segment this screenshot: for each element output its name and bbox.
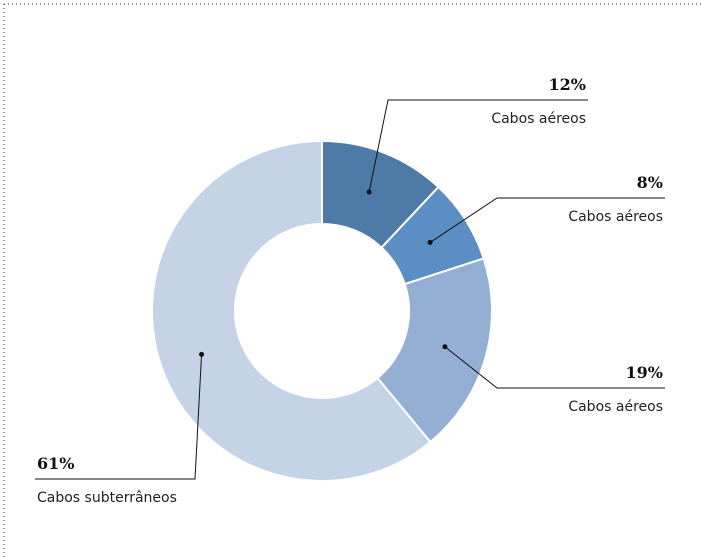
leader-line xyxy=(444,346,665,389)
category-label: Cabos aéreos xyxy=(568,399,663,415)
leader-line xyxy=(35,354,203,480)
leader-line xyxy=(368,99,588,193)
value-label: 19% xyxy=(626,363,663,382)
category-label: Cabos subterrâneos xyxy=(37,490,177,506)
category-label: Cabos aéreos xyxy=(491,111,586,127)
leader-line xyxy=(429,197,665,243)
donut-slice xyxy=(151,139,432,482)
donut-slice xyxy=(376,257,493,444)
category-label: Cabos aéreos xyxy=(568,209,663,225)
value-label: 12% xyxy=(549,75,586,94)
value-label: 8% xyxy=(637,173,663,192)
value-label: 61% xyxy=(37,454,74,473)
